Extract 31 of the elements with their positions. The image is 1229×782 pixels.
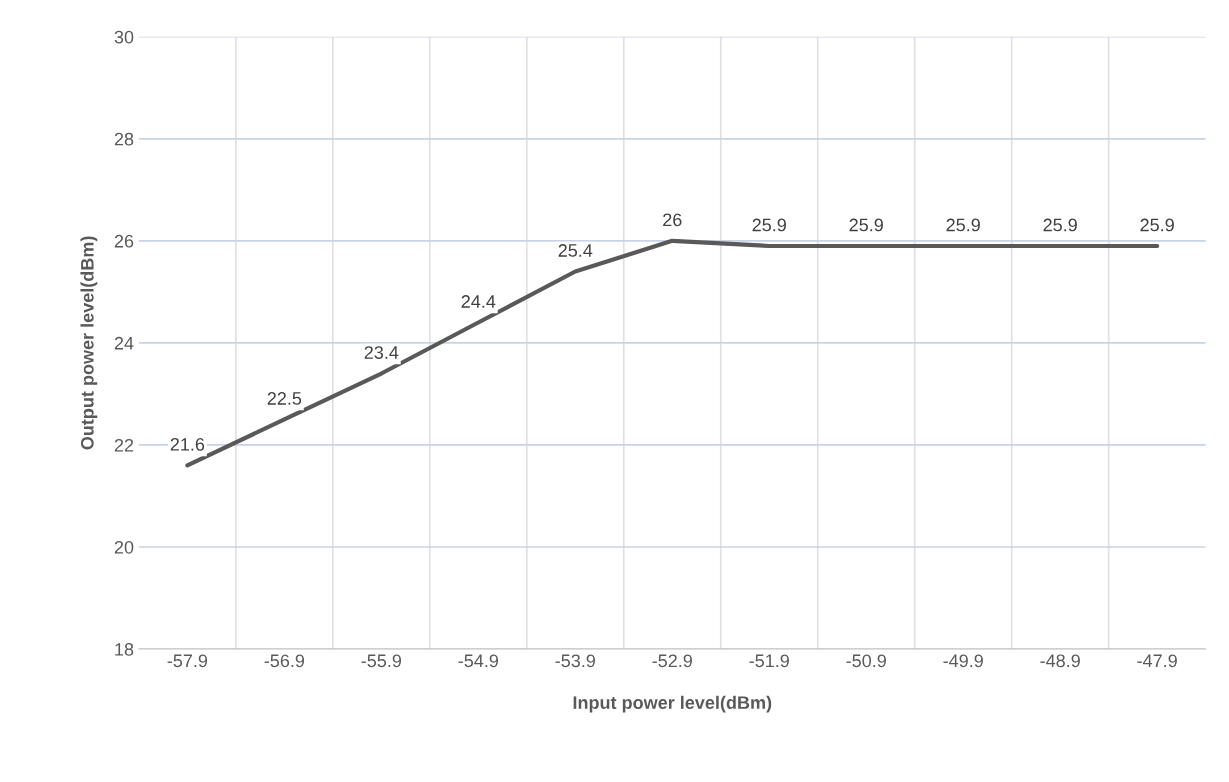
x-axis-title: Input power level(dBm) — [573, 695, 772, 713]
x-tick-label: -50.9 — [846, 654, 886, 668]
data-label: 26 — [663, 213, 682, 227]
y-tick-label: 18 — [115, 642, 134, 656]
x-tick-label: -47.9 — [1137, 654, 1177, 668]
data-label: 25.9 — [1043, 218, 1077, 232]
y-tick-label: 20 — [114, 540, 134, 554]
y-tick-label: 26 — [114, 234, 134, 248]
x-tick-label: -52.9 — [652, 654, 692, 668]
data-label: 25.9 — [946, 218, 980, 232]
x-tick-label: -48.9 — [1040, 654, 1080, 668]
data-label: 24.4 — [461, 295, 496, 308]
data-label: 25.9 — [1140, 218, 1174, 232]
y-tick-label: 22 — [114, 438, 134, 452]
y-tick-label: 24 — [114, 336, 134, 350]
data-label: 25.9 — [752, 218, 786, 232]
x-tick-label: -57.9 — [167, 654, 208, 668]
x-tick-label: -55.9 — [361, 654, 402, 668]
x-tick-label: -49.9 — [943, 654, 983, 668]
data-label: 25.4 — [558, 244, 593, 257]
data-label: 25.9 — [849, 218, 883, 232]
x-tick-label: -56.9 — [264, 654, 305, 668]
y-axis-title: Output power level(dBm) — [80, 236, 98, 450]
data-label: 23.4 — [364, 346, 399, 359]
x-tick-label: -53.9 — [555, 654, 596, 668]
x-tick-label: -54.9 — [458, 654, 499, 668]
x-tick-label: -51.9 — [749, 654, 789, 668]
data-label: 22.5 — [267, 392, 302, 405]
data-label: 21.6 — [170, 437, 205, 451]
y-tick-label: 28 — [114, 132, 134, 146]
y-tick-label: 30 — [114, 30, 134, 44]
